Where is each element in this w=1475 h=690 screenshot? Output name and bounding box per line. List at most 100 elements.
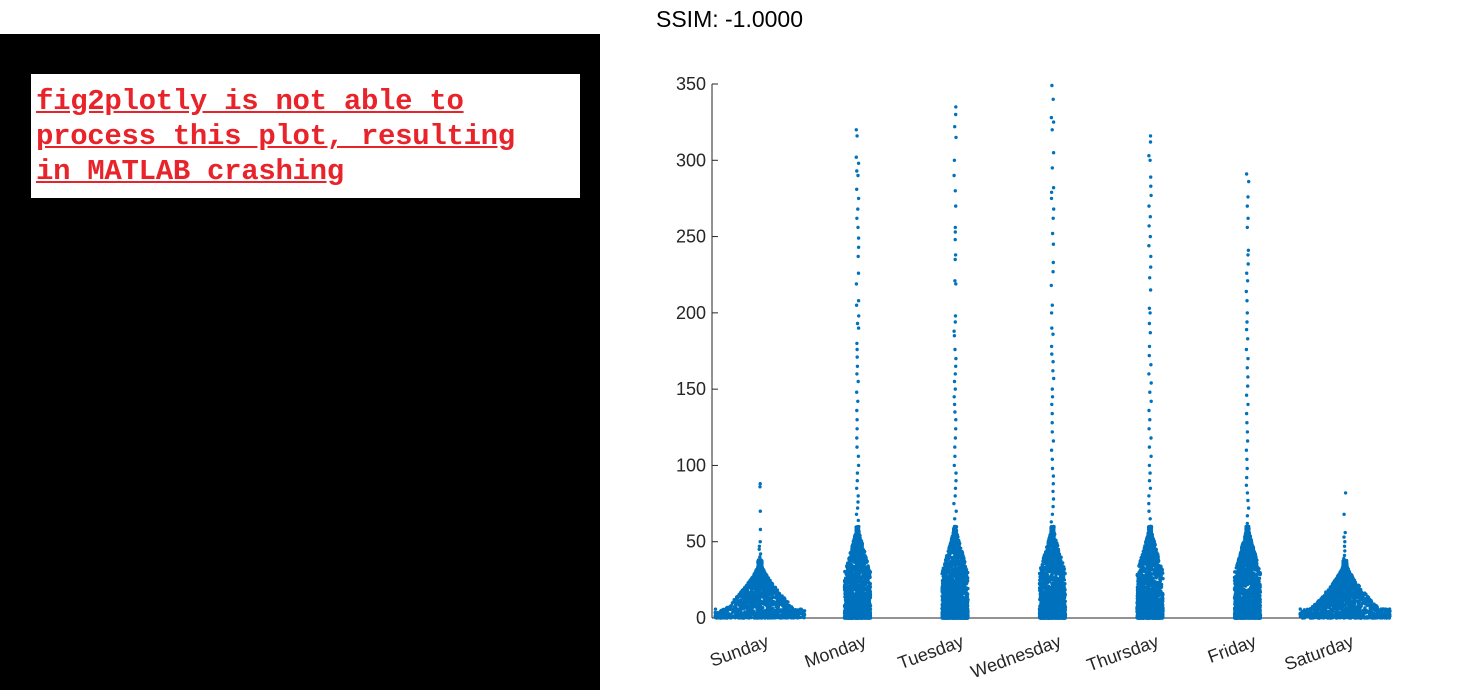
swarm-point	[858, 535, 862, 539]
swarm-point	[850, 588, 855, 592]
outlier-point	[855, 479, 859, 483]
swarm-point	[759, 579, 763, 583]
outlier-point	[953, 517, 957, 521]
swarm-point	[950, 562, 954, 566]
swarm-point	[758, 584, 763, 589]
swarm-point	[718, 610, 722, 614]
swarm-point	[858, 596, 862, 600]
outlier-point	[953, 253, 958, 257]
swarm-point	[746, 582, 751, 586]
outlier-point	[953, 454, 957, 458]
swarm-point	[866, 564, 870, 568]
outlier-point	[855, 134, 859, 138]
swarm-point	[865, 591, 869, 595]
outlier-point	[953, 372, 957, 376]
swarm-point	[731, 609, 735, 613]
swarm-point	[777, 597, 781, 601]
swarm-point	[850, 600, 854, 605]
swarm-point	[950, 568, 954, 573]
swarm-point	[961, 610, 965, 614]
swarm-point	[964, 614, 969, 619]
swarm-point	[722, 609, 726, 613]
outlier-point	[758, 527, 763, 532]
swarm-point	[959, 604, 963, 609]
outlier-point	[952, 530, 956, 535]
swarm-point	[941, 589, 945, 594]
swarm-point	[865, 601, 869, 605]
swarm-point	[800, 609, 804, 614]
outlier-point	[856, 271, 861, 275]
outlier-point	[855, 355, 859, 359]
swarm-point	[944, 605, 948, 610]
swarm-point	[962, 561, 967, 565]
swarm-point	[855, 571, 859, 576]
outlier-point	[854, 282, 859, 286]
swarm-point	[949, 611, 953, 616]
outlier-point	[758, 509, 762, 513]
swarm-point	[861, 586, 866, 591]
outlier-point	[952, 379, 957, 384]
swarm-point	[736, 601, 740, 605]
swarm-point	[956, 585, 960, 589]
swarm-point	[761, 581, 765, 586]
swarm-point	[846, 574, 850, 579]
outlier-point	[855, 436, 859, 440]
swarm-point	[956, 577, 960, 581]
swarm-point	[953, 569, 958, 573]
outlier-point	[953, 189, 957, 193]
swarm-point	[788, 611, 792, 616]
swarm-point	[767, 579, 771, 583]
outlier-point	[758, 482, 762, 486]
swarm-point	[941, 586, 946, 590]
swarm-point	[714, 615, 718, 619]
swarm-point	[965, 591, 969, 596]
swarm-point	[751, 609, 756, 614]
swarm-point	[770, 593, 774, 597]
outlier-point	[855, 347, 859, 352]
outlier-point	[855, 418, 859, 422]
outlier-point	[758, 485, 762, 489]
swarm-point	[844, 580, 848, 584]
swarm-point	[843, 583, 847, 587]
swarm-point	[945, 567, 949, 572]
swarm-point	[947, 606, 951, 610]
outlier-point	[952, 402, 957, 407]
outlier-point	[855, 321, 860, 326]
outlier-point	[953, 257, 957, 262]
outlier-point	[954, 418, 958, 422]
outlier-point	[953, 320, 957, 324]
swarm-point	[940, 609, 945, 613]
outlier-point	[952, 329, 956, 333]
swarm-point	[863, 555, 867, 559]
outlier-point	[954, 135, 958, 140]
swarm-point	[865, 579, 870, 584]
outlier-point	[758, 555, 762, 559]
swarm-point	[763, 577, 767, 581]
swarm-point	[724, 615, 729, 619]
outlier-point	[953, 230, 957, 234]
swarm-point	[777, 592, 782, 596]
swarm-point	[749, 597, 753, 602]
swarm-point	[742, 592, 746, 596]
swarm-point	[854, 526, 858, 530]
swarm-point	[959, 574, 963, 578]
swarm-point	[862, 598, 866, 602]
outlier-point	[856, 236, 861, 240]
swarm-point	[959, 566, 964, 571]
swarm-point	[965, 597, 970, 601]
swarm-point	[854, 538, 858, 542]
swarm-point	[764, 593, 768, 597]
outlier-point	[953, 436, 958, 440]
swarm-point	[862, 549, 866, 554]
swarm-point	[738, 608, 742, 612]
swarm-point	[861, 611, 866, 616]
outlier-point	[954, 364, 958, 368]
swarm-point	[953, 555, 958, 560]
swarm-point	[844, 612, 848, 616]
swarm-point	[947, 599, 951, 603]
swarm-point	[950, 602, 955, 606]
outlier-point	[856, 254, 860, 259]
outlier-point	[854, 128, 858, 132]
swarm-point	[951, 578, 955, 583]
